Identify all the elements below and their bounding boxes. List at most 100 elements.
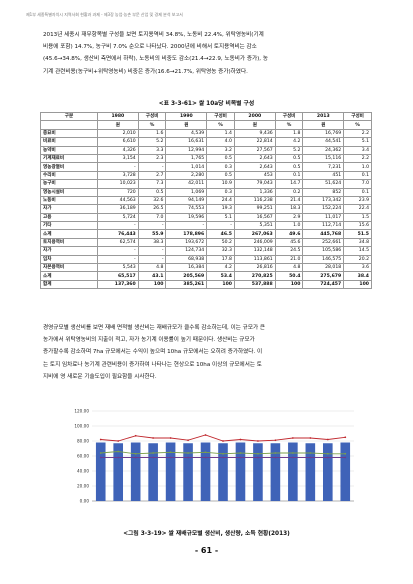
table-cell: 100 xyxy=(206,279,235,290)
table-cell: - xyxy=(97,254,139,265)
table-body: 종묘비 2,010 1.6 4,539 1.4 9,436 1.8 16,769 2.2 비료비 6… xyxy=(40,128,372,290)
table-cell: - xyxy=(97,221,139,231)
table-cell: 2.2 xyxy=(343,128,372,139)
line-point xyxy=(309,456,312,459)
row-label: 영농시설비 xyxy=(40,187,98,197)
table-cell: 65,517 xyxy=(97,271,139,281)
table-cell: 11,017 xyxy=(302,212,345,223)
page-number: - 61 - xyxy=(194,546,219,555)
bar xyxy=(270,443,281,501)
bar xyxy=(305,443,316,501)
table-cell: 0.3 xyxy=(206,187,235,197)
table-cell: 1.4 xyxy=(206,128,235,139)
line-point xyxy=(117,456,120,459)
table-cell: 32.3 xyxy=(206,246,235,256)
table-cell: 2.7 xyxy=(137,170,167,181)
table-cell: 2,010 xyxy=(97,128,139,139)
table-cell: - xyxy=(137,254,167,265)
table-cell: 10,023 xyxy=(97,179,139,189)
table-cell: 0.5 xyxy=(137,187,167,197)
row-label: 소계 xyxy=(40,229,98,239)
table-cell: 50.4 xyxy=(274,271,304,281)
table-cell: 7.3 xyxy=(137,179,167,189)
table-cell: 62,574 xyxy=(97,237,139,248)
table-cell: 24.5 xyxy=(274,246,304,256)
table-cell: 5.1 xyxy=(343,137,372,147)
table-cell: 26.5 xyxy=(137,204,167,214)
table-cell: 137,360 xyxy=(97,279,139,290)
table-cell: 50.2 xyxy=(206,237,235,248)
line-point xyxy=(326,456,329,459)
table-cell: 16,631 xyxy=(165,137,208,147)
bar xyxy=(200,442,211,501)
row-label: 농약비 xyxy=(40,145,98,155)
line-point xyxy=(204,456,207,459)
cost-table: 구분 1980 구성비 1990 구성비 2000 구성비 2013 구성비 원… xyxy=(40,111,372,290)
row-label: 영농광열비 xyxy=(40,162,98,172)
line-point xyxy=(239,452,242,454)
table-cell: 246,009 xyxy=(233,237,276,248)
bar xyxy=(95,442,106,501)
table-cell: 51,624 xyxy=(302,179,345,189)
row-label: 종묘비 xyxy=(40,128,98,139)
table-row: 합계 137,360 100 385,261 100 537,888 100 724,457 1… xyxy=(40,279,372,290)
table-row: 자가 36,189 26.5 74,553 19.3 99,251 18.3 152,224 2… xyxy=(40,204,372,214)
table-cell: 1,014 xyxy=(165,162,208,172)
table-row: 농약비 4,326 3.3 12,994 3.2 27,567 5.2 24,362 3.4 xyxy=(40,145,372,155)
row-label: 노동비 xyxy=(40,195,98,206)
table-cell: 16,769 xyxy=(302,128,345,139)
y-tick-label: 0.00 xyxy=(80,499,90,504)
table-cell: 1.6 xyxy=(137,128,167,139)
table-cell: 94,149 xyxy=(165,195,208,206)
table-cell: 2,643 xyxy=(233,153,276,164)
table-cell: 3.6 xyxy=(343,263,372,273)
line-point xyxy=(99,452,102,454)
line-point xyxy=(187,452,189,454)
unit-cell: % xyxy=(343,120,372,130)
line-point xyxy=(344,456,347,459)
table-cell: 14.5 xyxy=(343,246,372,256)
table-cell: 28,018 xyxy=(302,263,345,273)
table-cell: 275,679 xyxy=(302,271,345,281)
table-cell: 1.0 xyxy=(274,221,304,231)
line-point xyxy=(257,440,259,442)
table-cell: 152,224 xyxy=(302,204,345,214)
row-label: 고용 xyxy=(40,212,98,223)
table-cell: 34.8 xyxy=(343,237,372,248)
line-point xyxy=(222,440,224,442)
table-cell: 23.9 xyxy=(343,195,372,206)
unit-cell: % xyxy=(274,120,304,130)
table-row: 농구비 10,023 7.3 42,011 10.9 79,043 14.7 51,624 7.… xyxy=(40,179,372,189)
line-point xyxy=(257,456,259,459)
line-point xyxy=(134,434,137,437)
line-point xyxy=(344,452,347,455)
line-point xyxy=(99,456,102,459)
line-point xyxy=(291,437,294,439)
table-cell: 4.2 xyxy=(206,263,235,273)
table-cell: 267,063 xyxy=(233,229,276,239)
table-row: 자가 - -124,734 32.3 132,148 24.5 105,586 14.5 xyxy=(40,246,372,256)
table-cell: 10.9 xyxy=(206,179,235,189)
unit-cell: 원 xyxy=(165,120,208,130)
row-label: 농구비 xyxy=(40,179,98,189)
table-cell: 43.1 xyxy=(137,271,167,281)
line-point xyxy=(134,452,137,455)
table-cell: 0.2 xyxy=(274,187,304,197)
table-cell: 7,231 xyxy=(302,162,345,172)
line-point xyxy=(169,437,172,439)
table-cell: 19.3 xyxy=(206,204,235,214)
table-unit-row: 원 % 원 % 원 % 원 % xyxy=(40,120,372,130)
row-label: 자본용역비 xyxy=(40,263,98,273)
table-cell: 7.0 xyxy=(137,212,167,223)
line-point xyxy=(222,456,224,459)
table-cell: 45.6 xyxy=(274,237,304,248)
table-cell: 38.4 xyxy=(343,271,372,281)
table-cell: 12,994 xyxy=(165,145,208,155)
table-cell: - xyxy=(206,221,235,231)
table-cell: 3,728 xyxy=(97,170,139,181)
table-cell: 16,567 xyxy=(233,212,276,223)
y-tick-label: 100.00 xyxy=(74,424,89,429)
table-cell: - xyxy=(137,246,167,256)
table-cell: 113,861 xyxy=(233,254,276,265)
table-cell: 100 xyxy=(274,279,304,290)
